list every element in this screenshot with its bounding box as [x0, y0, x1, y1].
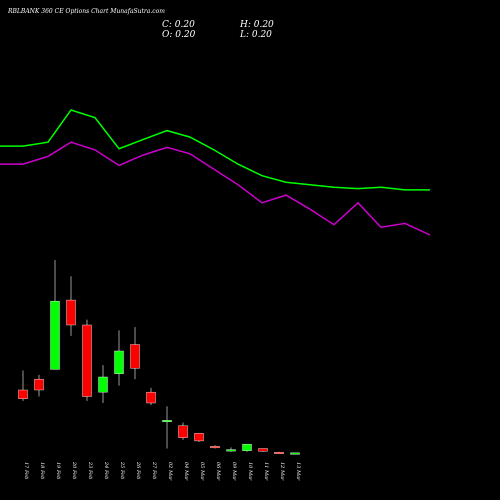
x-tick-label-3: 20 Feb — [71, 461, 77, 479]
x-tick-label-15: 11 Mar — [263, 462, 269, 481]
x-axis-ticks: 17 Feb 18 Feb 19 Feb 20 Feb 23 Feb 24 Feb 25 F… — [23, 461, 301, 481]
candle-body-3 — [66, 299, 76, 326]
x-tick-label-11: 05 Mar — [199, 462, 205, 481]
ohlc-open: O: 0.20 — [162, 30, 196, 40]
candle-body-16 — [274, 452, 284, 454]
upper-indicator-line — [0, 109, 430, 191]
x-tick-label-10: 04 Mar — [183, 462, 189, 481]
x-tick-label-12: 06 Mar — [215, 462, 221, 481]
x-tick-label-14: 10 Mar — [247, 462, 253, 481]
x-tick-label-13: 09 Mar — [231, 462, 237, 481]
x-tick-label-9: 02 Mar — [167, 462, 173, 481]
candle-body-11 — [194, 433, 204, 442]
x-tick-label-4: 23 Feb — [87, 461, 93, 479]
candle-body-5 — [98, 376, 108, 393]
candle-body-2 — [50, 300, 60, 370]
indicator-lines — [0, 109, 431, 236]
x-tick-label-17: 13 Mar — [295, 462, 301, 481]
candles — [18, 260, 300, 455]
candle-body-17 — [290, 452, 300, 455]
candle-body-1 — [34, 378, 44, 391]
candle-body-15 — [258, 448, 268, 452]
x-tick-label-2: 19 Feb — [55, 462, 61, 479]
ohlc-close: C: 0.20 — [162, 20, 195, 30]
x-tick-label-0: 17 Feb — [23, 462, 29, 479]
x-tick-label-8: 27 Feb — [151, 461, 157, 479]
candle-body-13 — [226, 449, 236, 452]
x-tick-label-5: 24 Feb — [103, 461, 109, 479]
candle-body-0 — [18, 389, 28, 399]
candle-body-12 — [210, 446, 220, 449]
candle-body-10 — [178, 425, 188, 438]
candle-body-4 — [82, 324, 92, 397]
lower-indicator-line — [0, 141, 431, 236]
candle-body-7 — [130, 344, 140, 369]
candle-body-6 — [114, 350, 124, 374]
x-tick-label-6: 25 Feb — [119, 461, 125, 479]
x-tick-label-16: 12 Mar — [279, 462, 285, 481]
candle-body-14 — [242, 443, 252, 451]
x-tick-label-7: 26 Feb — [135, 461, 141, 479]
chart-title: RBLBANK 360 CE Options Chart MunafaSutra… — [8, 8, 165, 15]
candle-body-8 — [146, 391, 156, 404]
ohlc-high: H: 0.20 — [240, 20, 274, 30]
candle-body-9 — [162, 420, 172, 423]
ohlc-low: L: 0.20 — [240, 30, 272, 40]
x-tick-label-1: 18 Feb — [39, 462, 45, 479]
